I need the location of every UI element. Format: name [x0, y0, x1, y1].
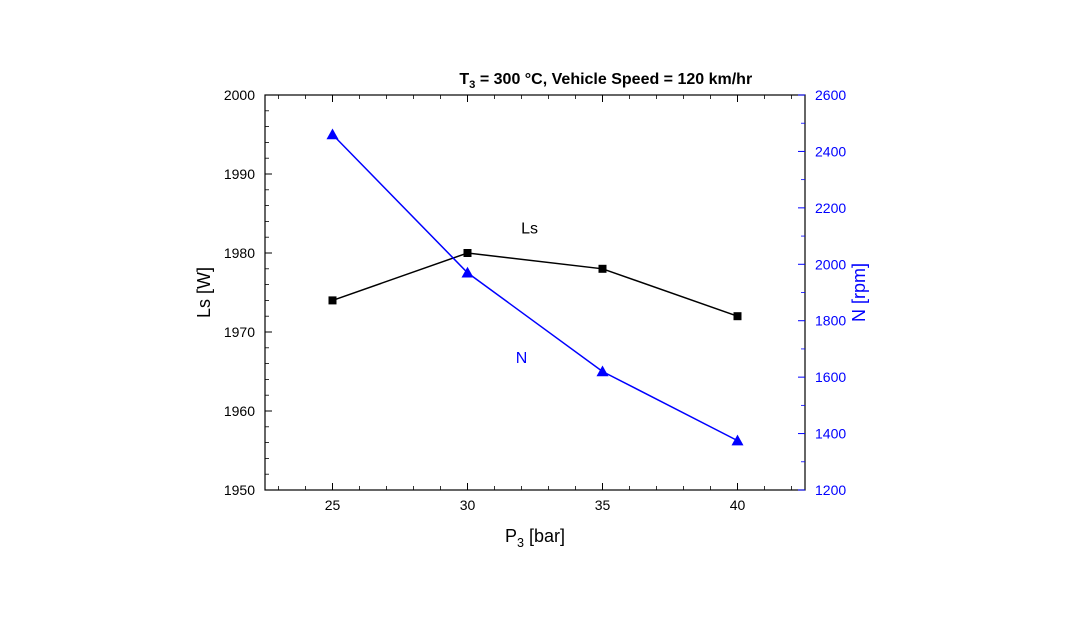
yr-tick-label: 1600 [815, 369, 846, 385]
marker-ls [464, 249, 472, 257]
x-tick-label: 40 [730, 497, 746, 513]
chart-svg: T3 = 300 °C, Vehicle Speed = 120 km/hr25… [180, 70, 900, 570]
x-tick-label: 30 [460, 497, 476, 513]
marker-ls [734, 312, 742, 320]
yl-axis-label: Ls [W] [194, 267, 214, 318]
series-label-ls: Ls [521, 220, 538, 237]
yr-tick-label: 1200 [815, 482, 846, 498]
yl-tick-label: 1990 [224, 166, 255, 182]
x-tick-label: 25 [325, 497, 341, 513]
yl-tick-label: 1960 [224, 403, 255, 419]
chart-container: T3 = 300 °C, Vehicle Speed = 120 km/hr25… [180, 70, 900, 570]
x-tick-label: 35 [595, 497, 611, 513]
yr-tick-label: 2600 [815, 87, 846, 103]
yr-tick-label: 2200 [815, 200, 846, 216]
marker-ls [329, 296, 337, 304]
yr-tick-label: 2400 [815, 143, 846, 159]
yl-tick-label: 1980 [224, 245, 255, 261]
yl-tick-label: 1970 [224, 324, 255, 340]
yl-tick-label: 2000 [224, 87, 255, 103]
series-label-n: N [516, 350, 528, 367]
yr-axis-label: N [rpm] [849, 263, 869, 322]
marker-ls [599, 265, 607, 273]
yr-tick-label: 2000 [815, 256, 846, 272]
yr-tick-label: 1400 [815, 426, 846, 442]
yl-tick-label: 1950 [224, 482, 255, 498]
yr-tick-label: 1800 [815, 313, 846, 329]
chart-bg [180, 70, 900, 570]
